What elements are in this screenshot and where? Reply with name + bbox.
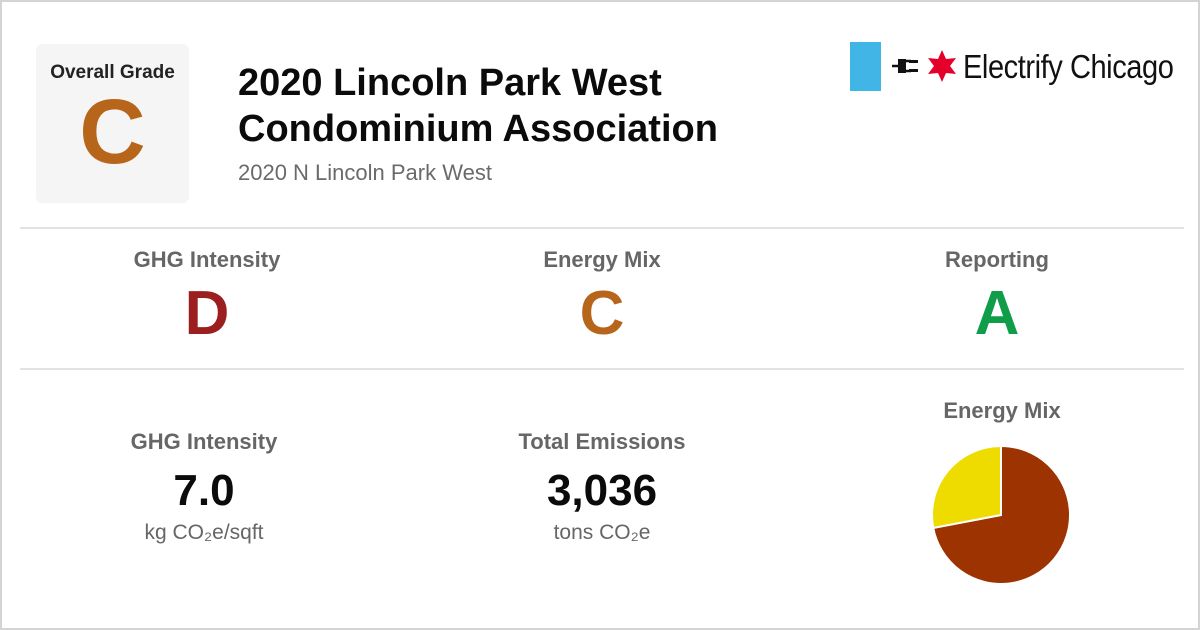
metric-unit: kg CO₂e/sqft: [144, 521, 264, 544]
divider-bottom: [20, 368, 1184, 370]
energy-mix-chart: Energy Mix: [802, 398, 1200, 585]
metric-total-emissions: Total Emissions 3,036 tons CO₂e: [402, 429, 802, 545]
electrify-chicago-logo: Electrify Chicago: [850, 42, 1180, 92]
chart-title: Energy Mix: [943, 398, 1061, 423]
building-name: 2020 Lincoln Park West Condominium Assoc…: [238, 60, 818, 152]
grade-label: Reporting: [945, 247, 1049, 272]
grade-energy-mix: Energy Mix C: [402, 247, 802, 345]
grade-label: GHG Intensity: [133, 247, 281, 272]
building-name-line2: Condominium Association: [238, 108, 718, 150]
metric-label: GHG Intensity: [130, 429, 278, 454]
grade-reporting: Reporting A: [797, 247, 1197, 345]
grade-ghg-intensity: GHG Intensity D: [7, 247, 407, 345]
grade-letter: D: [184, 279, 230, 348]
metric-unit: tons CO₂e: [553, 521, 651, 544]
divider-top: [20, 227, 1184, 229]
metric-value: 7.0: [173, 466, 235, 515]
building-address: 2020 N Lincoln Park West: [238, 160, 492, 185]
brand-bar: [850, 42, 881, 91]
brand-name: Electrify Chicago: [963, 48, 1174, 85]
metric-ghg-intensity: GHG Intensity 7.0 kg CO₂e/sqft: [4, 429, 404, 545]
star-icon: [928, 50, 956, 82]
grade-letter: A: [974, 279, 1020, 348]
grade-letter: C: [579, 279, 625, 348]
energy-mix-pie: [931, 444, 1071, 585]
overall-grade-letter: C: [79, 81, 146, 183]
grade-label: Energy Mix: [543, 247, 661, 272]
pie-slice-1: [931, 444, 1002, 530]
metric-value: 3,036: [546, 466, 658, 515]
metric-label: Total Emissions: [518, 429, 686, 454]
plug-icon: [892, 59, 918, 73]
building-name-line1: 2020 Lincoln Park West: [238, 62, 662, 104]
overall-grade-label: Overall Grade: [50, 62, 175, 83]
overall-grade-box: Overall Grade C: [36, 44, 189, 203]
